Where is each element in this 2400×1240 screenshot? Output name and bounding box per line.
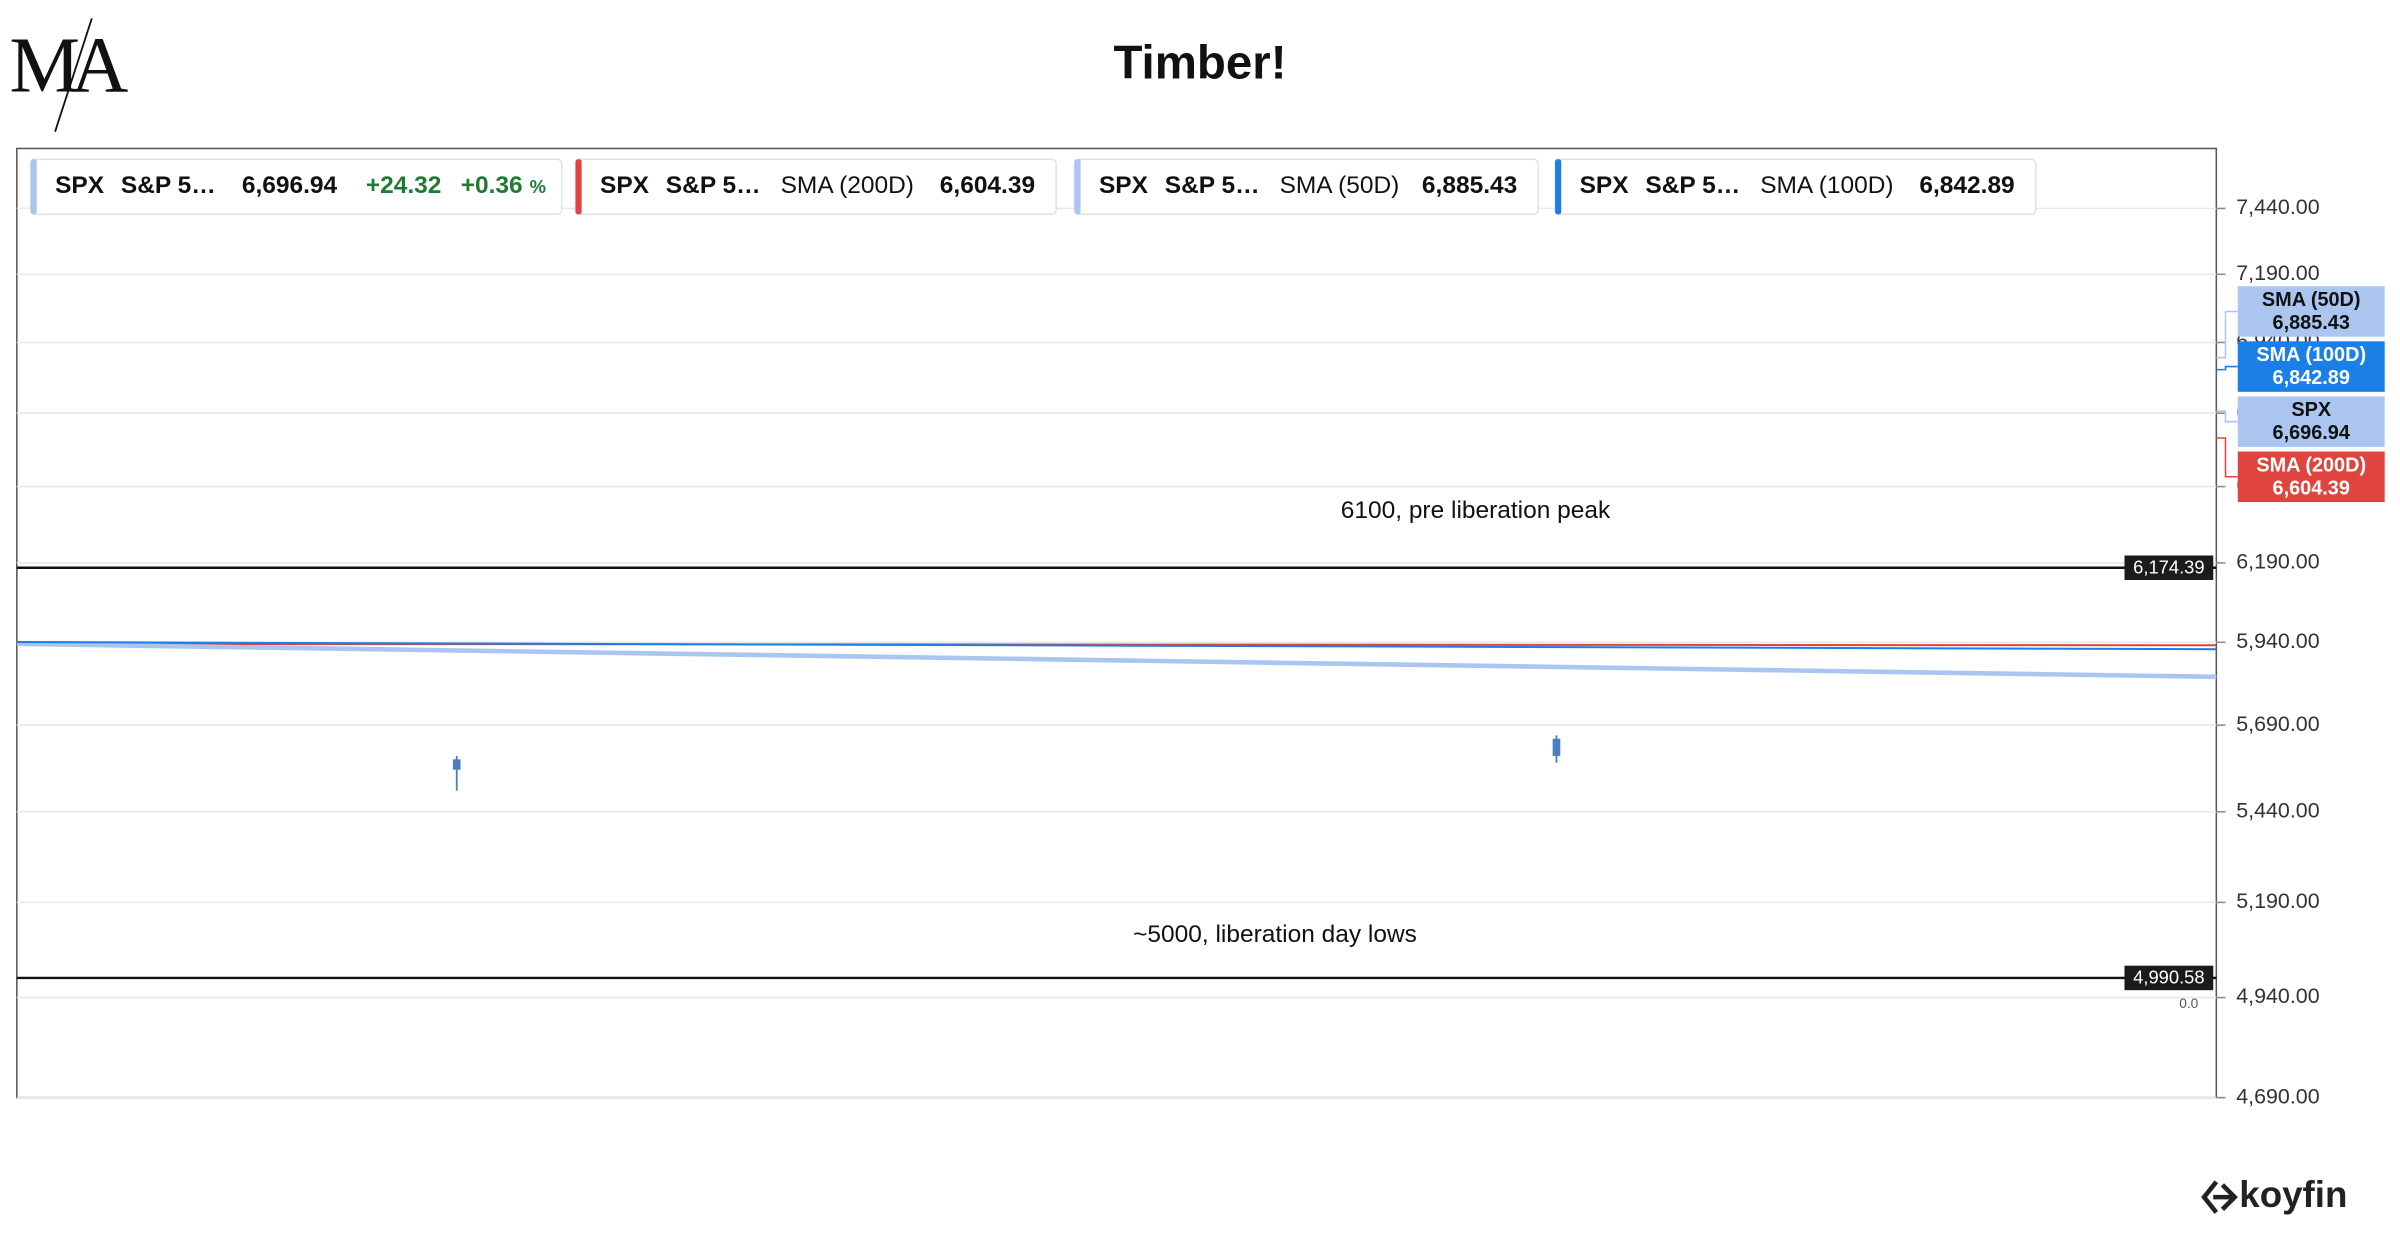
legend-name: S&P 5…: [1645, 172, 1740, 199]
price-label-name: SMA (50D): [2262, 289, 2361, 311]
legend-name: S&P 5…: [666, 172, 761, 199]
legend-accent: [30, 159, 37, 215]
marks: [16, 641, 2217, 791]
legend-change-pct: +0.36: [461, 172, 523, 199]
legend-study: SMA (100D): [1760, 172, 1893, 199]
price-label-box: [2237, 286, 2385, 337]
plot-area: [16, 147, 2218, 1099]
y-tick-label: 4,940.00: [2236, 984, 2319, 1008]
legend-value: 6,696.94: [242, 172, 338, 199]
reference-label: 6,174.39: [2133, 556, 2204, 577]
price-label-name: SPX: [2291, 399, 2332, 421]
price-label-value: 6,885.43: [2273, 312, 2350, 334]
price-label-box: [2237, 341, 2385, 392]
koyfin-icon: [2201, 1180, 2238, 1214]
koyfin-logo: koyfin: [2201, 1174, 2347, 1215]
legend-ticker: SPX: [1580, 172, 1630, 199]
y-tick-label: 7,190.00: [2236, 261, 2319, 285]
y-tick-label: 6,190.00: [2236, 550, 2319, 574]
price-label-connector: [2216, 310, 2238, 359]
price-label-connector: [2216, 437, 2238, 478]
price-label-value: 6,696.94: [2273, 422, 2350, 444]
price-label-box: [2237, 451, 2385, 503]
price-label-name: SMA (200D): [2256, 454, 2366, 476]
reference-label: 4,990.58: [2133, 967, 2204, 988]
price-label-connector: [2216, 365, 2238, 371]
legend-pct-unit: %: [530, 176, 546, 197]
price-label-value: 6,842.89: [2273, 367, 2350, 389]
legend-value: 6,885.43: [1422, 172, 1517, 199]
reference-label-box: [2124, 965, 2214, 991]
legend-name: S&P 5…: [1165, 172, 1260, 199]
price-label-connector: [2216, 410, 2238, 423]
chart-title: Timber!: [1113, 36, 1286, 89]
overlays: 6,174.39 4,990.58: [16, 555, 2217, 991]
annotation: ~5000, liberation day lows: [1133, 921, 1417, 948]
y-tick-label: 5,440.00: [2236, 798, 2319, 822]
brand-slash: [54, 18, 93, 132]
legend-accent: [575, 159, 582, 215]
y-tick-label: 7,440.00: [2236, 195, 2319, 219]
legend-value: 6,604.39: [940, 172, 1035, 199]
legend-ticker: SPX: [1099, 172, 1149, 199]
legend-study: SMA (50D): [1280, 172, 1400, 199]
y-tick-label: 5,690.00: [2236, 712, 2319, 736]
price-label-box: [2237, 396, 2385, 447]
reference-label-box: [2124, 555, 2214, 580]
legend-study: SMA (200D): [781, 172, 914, 199]
legend-accent: [1555, 159, 1562, 215]
price-label-name: SMA (100D): [2256, 344, 2366, 366]
legend-ticker: SPX: [600, 172, 650, 199]
legend-name: S&P 5…: [121, 172, 216, 199]
legend: SPX S&P 5… 6,696.94 +24.32 +0.36% SPX S&P 5… SM…: [29, 158, 2037, 216]
annotation: 6100, pre liberation peak: [1341, 497, 1611, 524]
legend-box: [1073, 158, 1540, 216]
footer-brand: koyfin: [2239, 1174, 2347, 1215]
legend-ticker: SPX: [55, 172, 105, 199]
y-tick-label: 5,190.00: [2236, 889, 2319, 913]
scale-label: 0.0: [2179, 996, 2198, 1011]
y-tick-label: 5,940.00: [2236, 629, 2319, 653]
price-label-value: 6,604.39: [2273, 477, 2350, 499]
legend-change: +24.32: [366, 172, 442, 199]
legend-accent: [1074, 159, 1081, 215]
brand-logo: MA: [9, 22, 128, 110]
legend-value: 6,842.89: [1919, 172, 2014, 199]
candle-body: [452, 759, 461, 770]
y-tick-label: 4,690.00: [2236, 1084, 2319, 1108]
candle-body: [1552, 738, 1561, 756]
